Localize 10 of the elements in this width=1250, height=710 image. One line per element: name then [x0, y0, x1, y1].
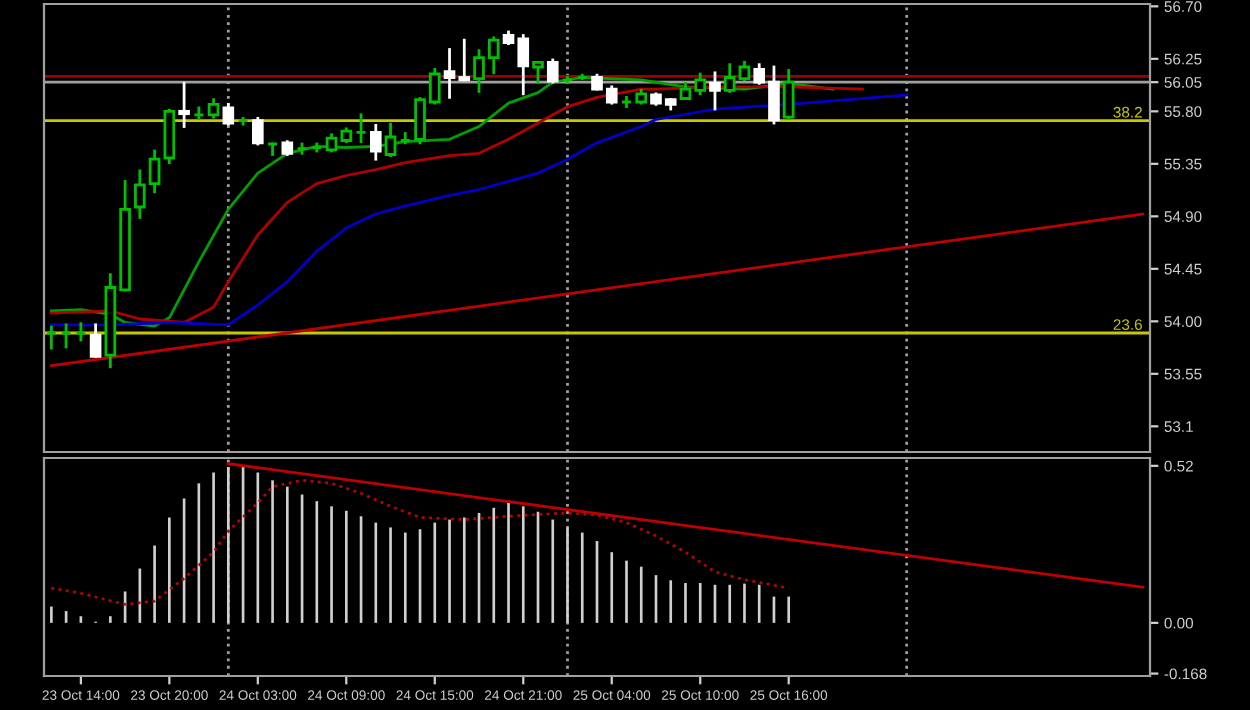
candlestick	[369, 123, 382, 161]
candlestick	[782, 69, 795, 120]
candlestick	[709, 71, 721, 111]
candlestick	[89, 323, 102, 358]
candlestick	[178, 81, 190, 128]
candlestick	[546, 58, 559, 84]
candlestick	[384, 122, 397, 158]
candlestick	[252, 116, 264, 146]
candlestick	[532, 60, 544, 84]
candlestick	[163, 108, 176, 165]
